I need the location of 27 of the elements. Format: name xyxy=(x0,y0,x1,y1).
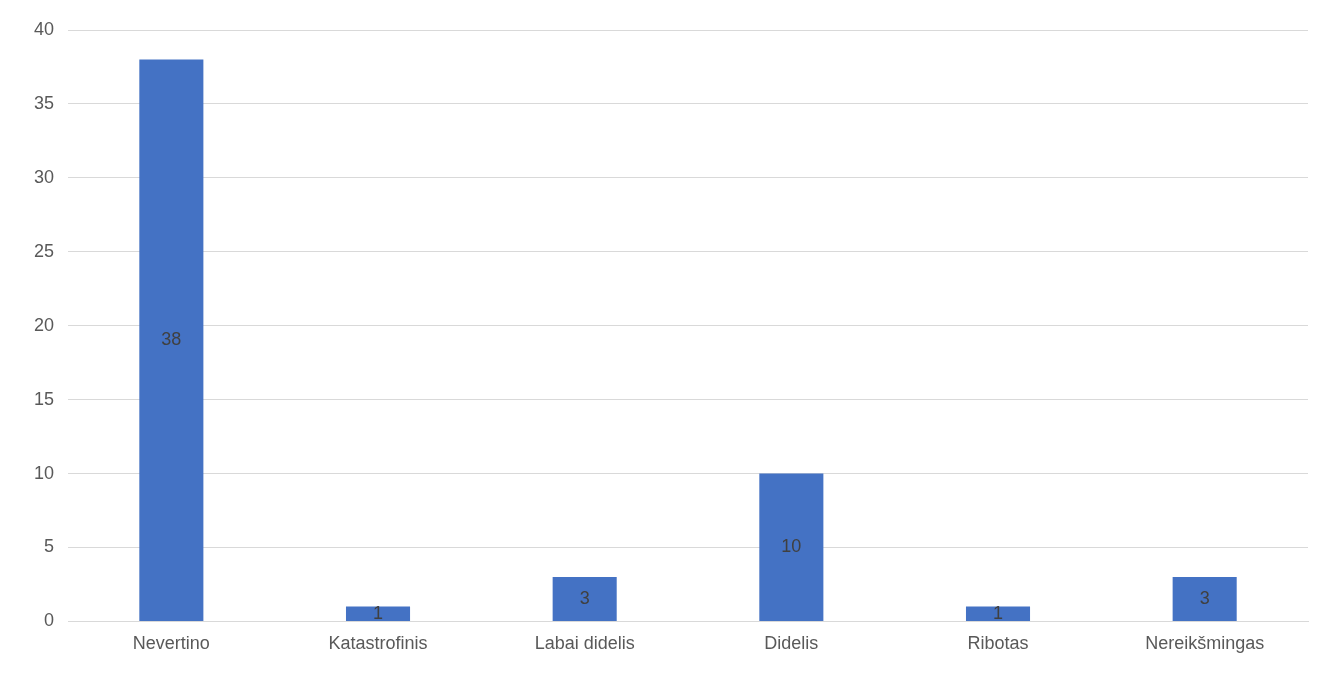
y-tick-label: 0 xyxy=(44,610,55,631)
y-tick-label: 20 xyxy=(33,314,55,335)
y-tick-label: 35 xyxy=(33,92,55,113)
x-tick-label: Ribotas xyxy=(967,633,1029,654)
data-label: 3 xyxy=(579,587,590,608)
data-label: 3 xyxy=(1199,587,1210,608)
data-label: 10 xyxy=(781,536,802,557)
data-label: 38 xyxy=(161,329,182,350)
y-tick-label: 10 xyxy=(33,462,55,483)
y-tick-label: 40 xyxy=(33,18,55,39)
y-tick-label: 15 xyxy=(33,388,55,409)
x-tick-label: Nevertino xyxy=(132,633,210,654)
bar xyxy=(759,473,824,621)
data-label: 1 xyxy=(993,602,1004,623)
bar xyxy=(1172,577,1237,621)
bar xyxy=(552,577,617,621)
bar xyxy=(139,59,204,621)
data-label: 1 xyxy=(373,602,384,623)
x-tick-label: Labai didelis xyxy=(534,633,635,654)
bar xyxy=(345,606,411,621)
y-tick-label: 5 xyxy=(44,536,55,557)
x-tick-label: Katastrofinis xyxy=(328,633,428,654)
y-tick-label: 30 xyxy=(33,166,55,187)
bar xyxy=(965,606,1031,621)
x-tick-label: Nereikšmingas xyxy=(1145,633,1265,654)
x-tick-label: Didelis xyxy=(764,633,819,654)
y-tick-label: 25 xyxy=(33,240,55,261)
